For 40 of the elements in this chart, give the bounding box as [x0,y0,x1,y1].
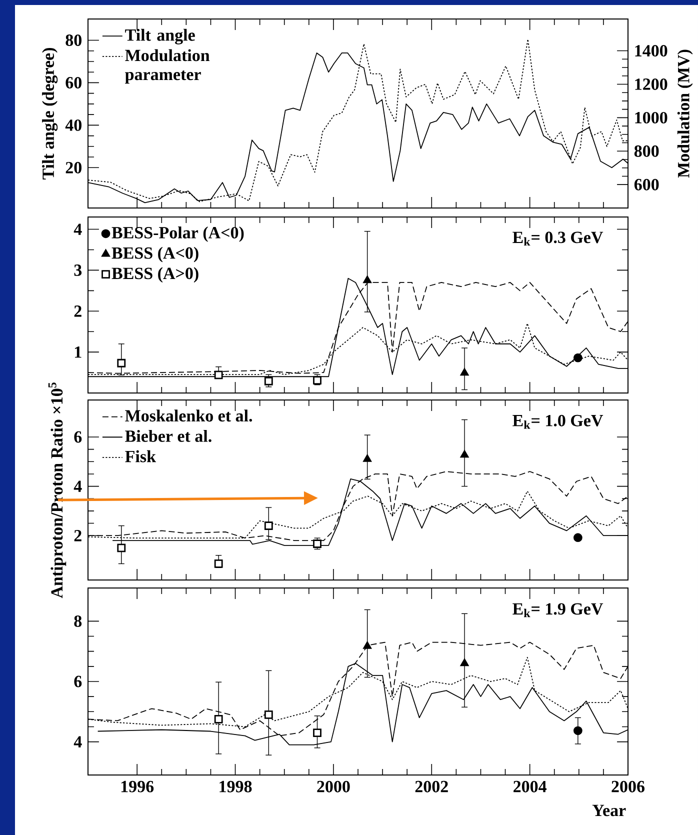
y-tick-label: 4 [74,480,82,492]
annotation: E$_{k}$= 1.0 GeV [512,414,604,429]
y2-tick-label: 1400 [635,45,668,57]
y-tick-label: 1 [74,346,82,358]
legend-label: Modulation parameter [125,49,210,84]
y2-tick-label: 1000 [635,112,668,124]
y-tick-label: 40 [65,119,82,131]
y-tick-label: 2 [74,530,82,542]
x-tick-label: 1998 [220,780,252,792]
x-tick-label: 2004 [514,780,546,792]
legend-label: BESS (A>0) [112,267,198,283]
y-tick-label: 80 [66,34,82,46]
annotation: E$_{k}$= 1.9 GeV [512,603,604,618]
y-tick-label: 6 [74,676,82,688]
x-tick-label: 2006 [612,780,644,792]
x-tick-label: 2002 [415,780,448,792]
legend-label: Moskalenko et al. [125,410,252,422]
x-axis-title: Year [592,804,626,816]
y2-tick-label: 600 [634,178,659,190]
legend-label: BESS-Polar (A<0) [112,226,244,242]
legend-label: Bieber et al. [125,430,212,442]
y-axis-title: Tilt angle (degree) [42,48,58,180]
y2-axis-title: Modulation (MV) [677,50,693,178]
y-tick-label: 8 [74,615,82,627]
y2-tick-label: 1200 [635,78,668,90]
y-tick-label: 4 [74,736,82,748]
y-tick-label: 3 [74,264,82,276]
y-tick-label: 2 [74,306,82,317]
y2-tick-label: 800 [634,145,659,157]
legend-label: Fisk [125,450,156,462]
y-tick-label: 4 [74,224,82,235]
x-tick-label: 2000 [317,780,350,792]
y-tick-label: 60 [66,76,82,88]
y-axis-title: Antiproton/Proton Ratio ×10$^{5}$ [48,382,66,598]
x-tick-label: 1996 [121,780,154,792]
y-tick-label: 6 [74,431,82,443]
y-tick-label: 20 [66,162,82,174]
annotation: E$_{k}$= 0.3 GeV [512,232,604,246]
legend-label: BESS (A<0) [112,246,198,262]
legend-label: Tilt angle [125,28,195,44]
